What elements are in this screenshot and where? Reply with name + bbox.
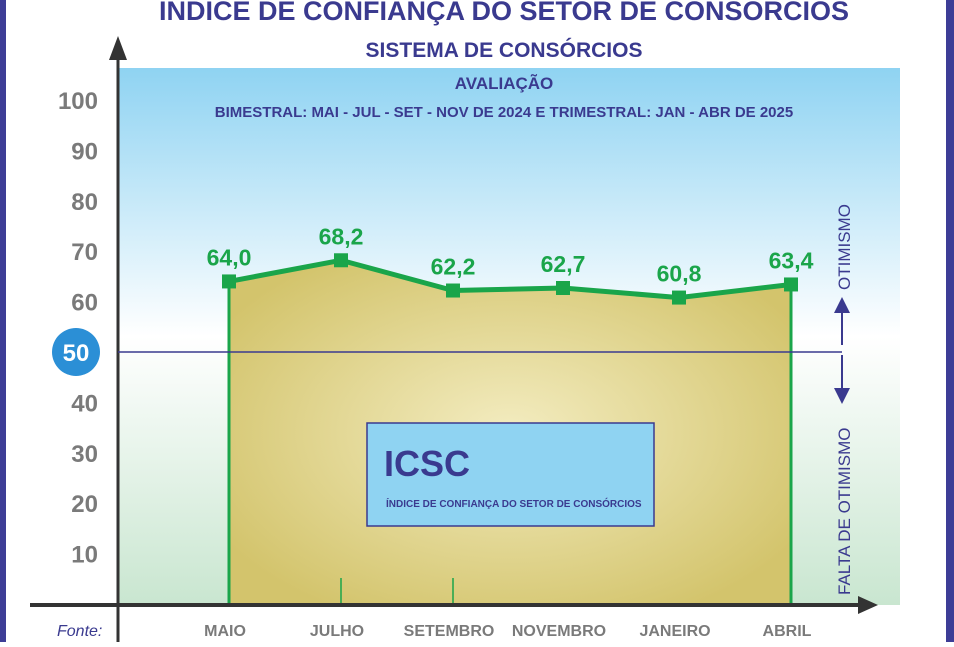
chart-title: ÍNDICE DE CONFIANÇA DO SETOR DE CONSÓRCI… <box>159 0 849 26</box>
y-tick-label: 60 <box>71 290 98 317</box>
source-label: Fonte: <box>57 623 102 640</box>
y-tick-label: 90 <box>71 138 98 165</box>
data-point <box>334 253 348 268</box>
y-tick-label: 70 <box>71 239 98 266</box>
x-tick-label: JULHO <box>310 623 364 640</box>
icsc-box-title: ICSC <box>384 443 470 484</box>
data-point <box>222 274 236 289</box>
frame-right <box>946 0 954 642</box>
x-tick-label: ABRIL <box>763 623 812 640</box>
data-label: 68,2 <box>319 223 364 249</box>
data-label: 62,7 <box>541 251 586 277</box>
y-tick-label: 20 <box>71 491 98 518</box>
chart-subtitle: SISTEMA DE CONSÓRCIOS <box>366 38 643 62</box>
y-axis-arrow-icon <box>109 36 127 60</box>
x-tick-label: MAIO <box>204 623 246 640</box>
data-label: 62,2 <box>431 254 476 280</box>
data-point <box>556 280 570 295</box>
y-tick-label: 50 <box>63 340 90 367</box>
data-point <box>672 290 686 305</box>
evaluation-title: AVALIAÇÃO <box>455 73 554 93</box>
icsc-box <box>366 422 655 527</box>
evaluation-period: BIMESTRAL: MAI - JUL - SET - NOV DE 2024… <box>215 104 793 121</box>
data-label: 64,0 <box>207 244 252 270</box>
x-axis-arrow-icon <box>858 596 878 614</box>
x-tick-label: SETEMBRO <box>404 623 495 640</box>
x-tick-label: NOVEMBRO <box>512 623 606 640</box>
falta-otimismo-label: FALTA DE OTIMISMO <box>835 427 854 595</box>
y-tick-label: 30 <box>71 441 98 468</box>
y-tick-label: 100 <box>58 88 98 115</box>
data-point <box>446 283 460 298</box>
y-tick-label: 40 <box>71 390 98 417</box>
icsc-box-subtitle: ÍNDICE DE CONFIANÇA DO SETOR DE CONSÓRCI… <box>386 497 642 510</box>
data-point <box>784 277 798 292</box>
y-tick-highlight-circle <box>52 328 100 376</box>
y-tick-label: 10 <box>71 542 98 569</box>
data-label: 60,8 <box>657 261 702 287</box>
otimismo-label: OTIMISMO <box>835 204 854 290</box>
data-label: 63,4 <box>769 247 814 273</box>
series-line <box>228 257 792 301</box>
y-tick-label: 80 <box>71 189 98 216</box>
frame-left <box>0 0 6 642</box>
x-tick-label: JANEIRO <box>639 623 710 640</box>
